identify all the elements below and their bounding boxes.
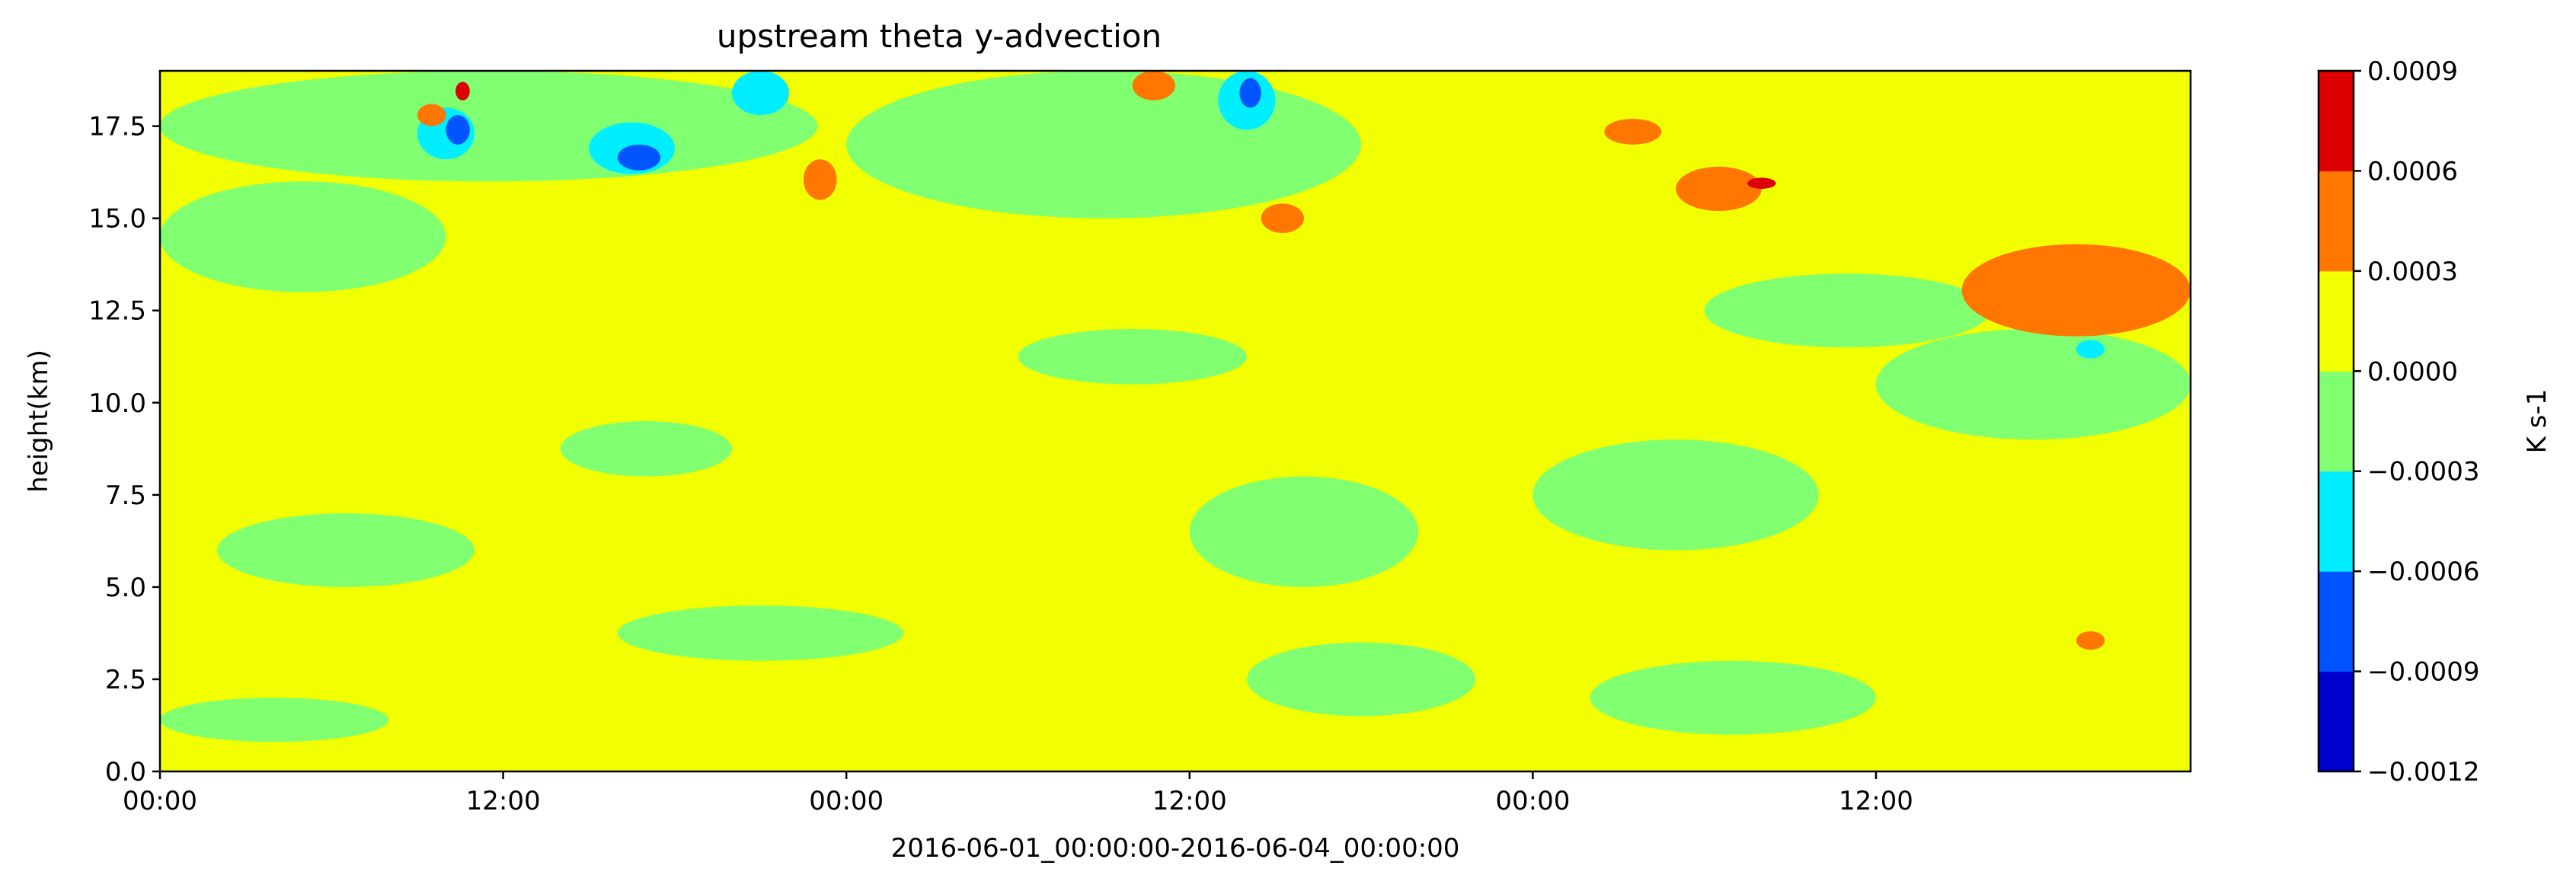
contour-region-4: [217, 513, 475, 587]
colorbar-tick-label-5: 0.0003: [2367, 257, 2458, 287]
x-tick-label-5: 12:00: [1839, 786, 1913, 816]
contour-region-0: [160, 71, 818, 182]
contour-region-11: [1246, 642, 1476, 717]
x-tick-label-3: 12:00: [1152, 786, 1227, 816]
colorbar-segment-4: [2319, 270, 2354, 372]
contour-region-31: [455, 81, 470, 101]
x-tick-label-4: 00:00: [1495, 786, 1570, 816]
contour-region-30: [1747, 177, 1776, 189]
y-tick-label-5: 12.5: [88, 296, 146, 327]
colorbar-tick-label-0: −0.0012: [2367, 757, 2479, 787]
y-tick-label-4: 10.0: [88, 388, 146, 419]
contour-region-2: [846, 71, 1362, 219]
plot-area: [160, 71, 2191, 771]
contour-region-27: [1604, 118, 1662, 145]
y-tick-label-6: 15.0: [88, 204, 146, 235]
y-tick-label-3: 7.5: [105, 481, 146, 511]
x-tick-label-0: 00:00: [123, 786, 197, 816]
chart-title: upstream theta y-advection: [717, 18, 1162, 55]
contour-region-1: [160, 181, 446, 292]
contour-region-22: [1961, 244, 2191, 337]
y-tick-label-1: 2.5: [105, 665, 146, 695]
colorbar-tick-label-1: −0.0009: [2367, 657, 2479, 688]
colorbar-tick-label-3: −0.0003: [2367, 457, 2479, 487]
contour-region-12: [560, 421, 732, 477]
contour-region-26: [1261, 203, 1304, 234]
colorbar-tick-label-2: −0.0006: [2367, 557, 2479, 587]
colorbar-segment-0: [2319, 671, 2354, 772]
contour-region-20: [446, 115, 470, 145]
contour-region-16: [731, 71, 790, 116]
colorbar-segment-6: [2319, 71, 2354, 171]
contour-region-13: [1704, 273, 1991, 348]
contour-region-25: [803, 159, 837, 200]
x-axis: 00:00 12:00 00:00 12:00 00:00 12:00: [123, 771, 1913, 816]
y-axis-label: height(km): [24, 350, 54, 493]
colorbar-segment-3: [2319, 371, 2354, 472]
colorbar: −0.0012 −0.0009 −0.0006 −0.0003 0.0000 0.0003…: [2317, 56, 2479, 787]
x-axis-label: 2016-06-01_00:00:00-2016-06-04_00:00:00: [891, 833, 1460, 864]
y-tick-label-0: 0.0: [105, 757, 146, 787]
x-tick-label-1: 12:00: [466, 786, 541, 816]
contour-region-29: [2076, 631, 2105, 650]
contour-region-23: [1676, 166, 1762, 211]
colorbar-segment-5: [2319, 171, 2354, 272]
contour-region-7: [1532, 439, 1819, 551]
colorbar-tick-label-4: 0.0000: [2367, 356, 2458, 387]
contour-region-8: [1018, 328, 1247, 385]
colorbar-tick-label-6: 0.0006: [2367, 156, 2458, 187]
contour-region-21: [1239, 78, 1261, 108]
contour-region-24: [1132, 71, 1175, 101]
contour-region-19: [617, 144, 661, 171]
contour-region-9: [1590, 660, 1876, 735]
contour-region-10: [160, 698, 389, 742]
y-tick-label-7: 17.5: [88, 112, 146, 142]
contour-region-28: [417, 104, 446, 126]
colorbar-segment-1: [2319, 571, 2354, 672]
colorbar-frame: [2317, 69, 2355, 773]
contour-region-3: [1875, 328, 2191, 440]
colorbar-label: K s-1: [2522, 389, 2552, 454]
x-tick-label-2: 00:00: [809, 786, 884, 816]
colorbar-tick-label-7: 0.0009: [2367, 56, 2458, 87]
contour-regions: [160, 71, 2191, 742]
contour-region-18: [2076, 340, 2105, 359]
contour-region-6: [1189, 476, 1419, 587]
y-tick-label-2: 5.0: [105, 573, 146, 603]
y-axis: 0.0 2.5 5.0 7.5 10.0 12.5 15.0 17.5: [88, 112, 160, 787]
contour-region-5: [617, 605, 904, 661]
plot-frame: [158, 69, 2192, 773]
colorbar-segment-2: [2319, 471, 2354, 572]
